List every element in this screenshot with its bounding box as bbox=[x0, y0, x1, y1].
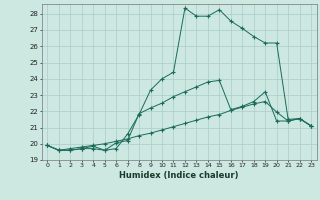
X-axis label: Humidex (Indice chaleur): Humidex (Indice chaleur) bbox=[119, 171, 239, 180]
